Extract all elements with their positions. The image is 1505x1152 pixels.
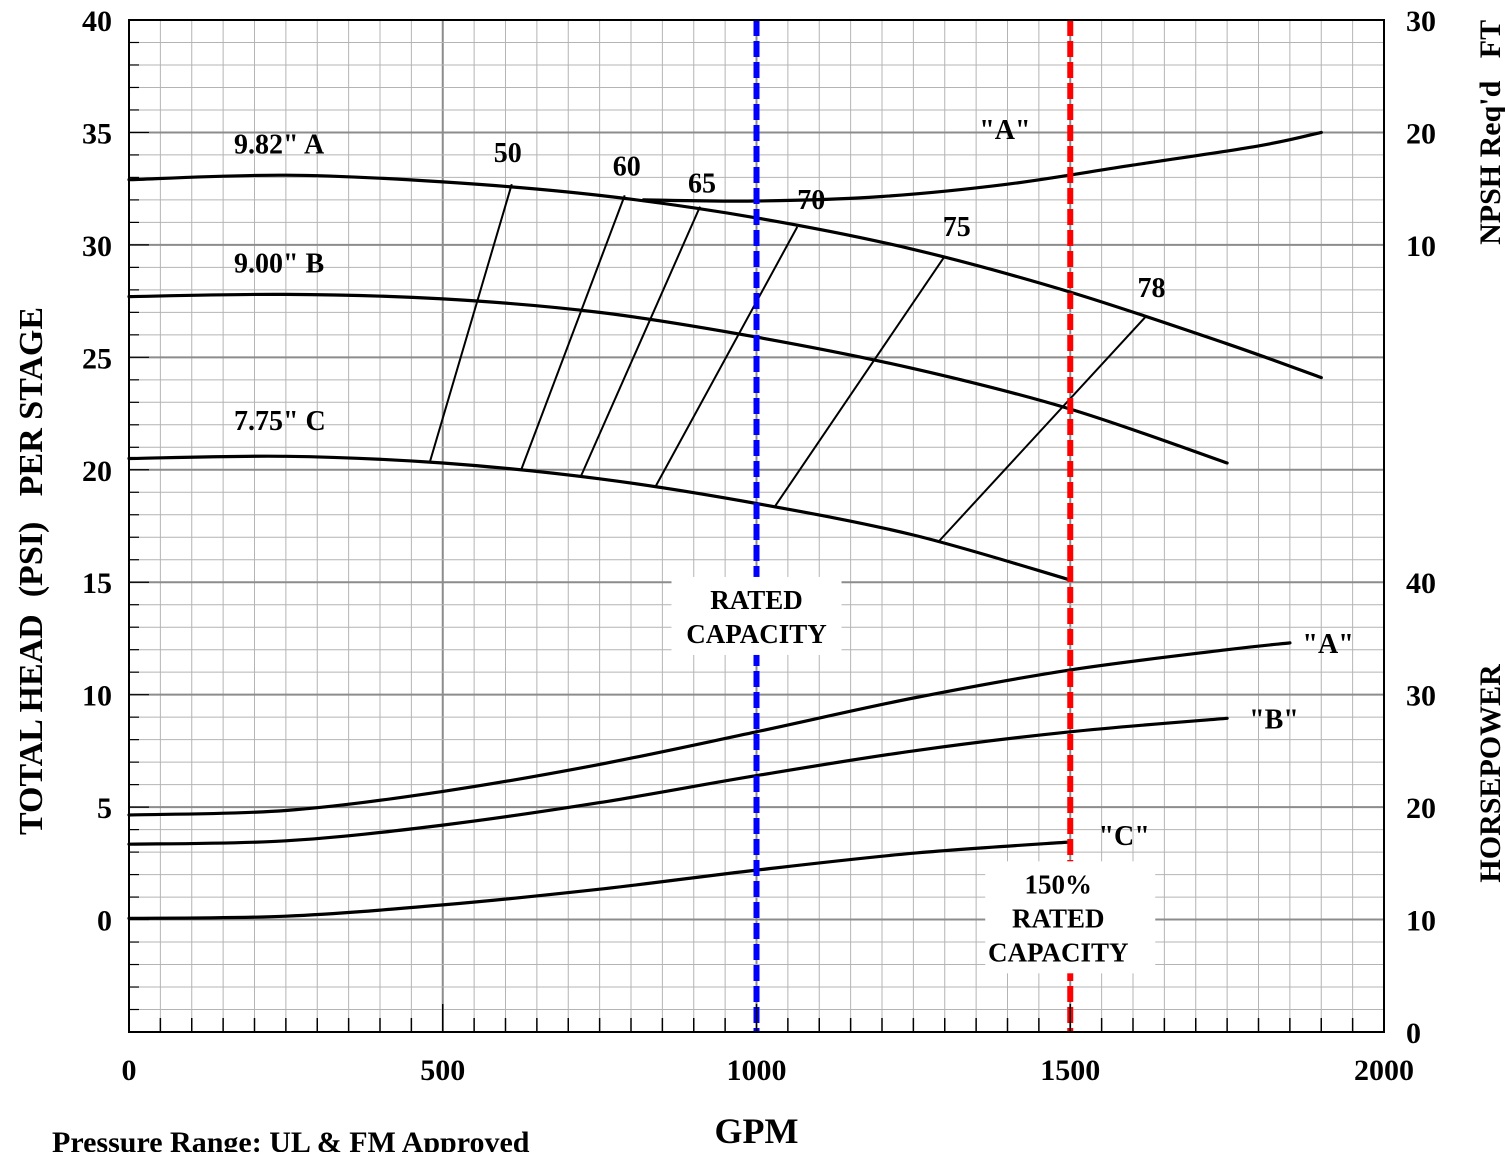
horsepower-curve	[127, 716, 1229, 846]
y-tick-label: 20	[82, 455, 112, 488]
x-tick-label: 1500	[1040, 1054, 1100, 1087]
reference-label: RATED	[710, 585, 803, 615]
head-curve	[127, 454, 1072, 582]
npsh-tick-label: 30	[1406, 5, 1436, 38]
efficiency-line	[579, 206, 701, 477]
efficiency-line	[520, 195, 626, 471]
y-tick-label: 40	[82, 5, 112, 38]
efficiency-label: 70	[797, 185, 825, 216]
npsh-tick-label: 10	[1406, 230, 1436, 263]
y-tick-label: 0	[97, 905, 112, 938]
x-axis-label: GPM	[715, 1111, 799, 1151]
horsepower-curve-label: "A"	[1302, 629, 1353, 660]
reference-label: CAPACITY	[988, 937, 1129, 967]
efficiency-label: 65	[688, 169, 716, 200]
y-axis-label-npsh: NPSH Req'd FT	[1474, 20, 1505, 245]
horsepower-tick-label: 40	[1406, 567, 1436, 600]
efficiency-label: 78	[1138, 273, 1166, 304]
npsh-tick-label: 20	[1406, 117, 1436, 150]
horsepower-curve	[127, 641, 1292, 817]
reference-label-box	[985, 861, 1156, 974]
y-tick-label: 30	[82, 230, 112, 263]
y-axis-label-left: TOTAL HEAD (PSI) PER STAGE	[13, 307, 50, 835]
horsepower-tick-label: 0	[1406, 1017, 1421, 1050]
npsh-curve-label: "A"	[979, 115, 1030, 146]
x-tick-label: 1000	[727, 1054, 787, 1087]
labels: 0 500 1000 1500 2000 0 5 10 15 20 25 30 35 40 10 20 30 0 1…	[13, 5, 1505, 1152]
x-tick-label: 500	[420, 1054, 465, 1087]
x-tick-label: 0	[122, 1054, 137, 1087]
horsepower-curve-label: "C"	[1098, 821, 1149, 852]
horsepower-tick-label: 20	[1406, 792, 1436, 825]
y-tick-label: 10	[82, 680, 112, 713]
y-tick-label: 25	[82, 342, 112, 375]
efficiency-line	[655, 226, 799, 486]
horsepower-tick-label: 30	[1406, 680, 1436, 713]
head-curve	[127, 292, 1229, 465]
horsepower-curve	[127, 840, 1072, 920]
efficiency-label: 60	[613, 151, 641, 182]
x-tick-label: 2000	[1354, 1054, 1414, 1087]
efficiency-line	[937, 316, 1147, 543]
efficiency-line	[429, 183, 513, 462]
efficiency-line	[774, 255, 946, 507]
y-tick-label: 35	[82, 117, 112, 150]
y-tick-label: 15	[82, 567, 112, 600]
horsepower-curve-label: "B"	[1249, 704, 1299, 735]
reference-label: RATED	[1012, 903, 1105, 933]
head-curve-label: 9.00" B	[234, 249, 324, 280]
reference-label: 150%	[1025, 869, 1093, 899]
head-curve-label: 9.82" A	[234, 129, 325, 160]
reference-label: CAPACITY	[686, 619, 827, 649]
horsepower-tick-label: 10	[1406, 905, 1436, 938]
footnote: Pressure Range: UL & FM Approved	[52, 1126, 530, 1152]
reference-label-box	[671, 576, 842, 655]
head-curve-label: 7.75" C	[234, 406, 326, 437]
y-axis-label-horsepower: HORSEPOWER	[1474, 664, 1505, 883]
efficiency-label: 75	[943, 212, 971, 243]
y-tick-label: 5	[97, 792, 112, 825]
efficiency-label: 50	[494, 138, 522, 169]
plot-frame	[128, 19, 1385, 1033]
